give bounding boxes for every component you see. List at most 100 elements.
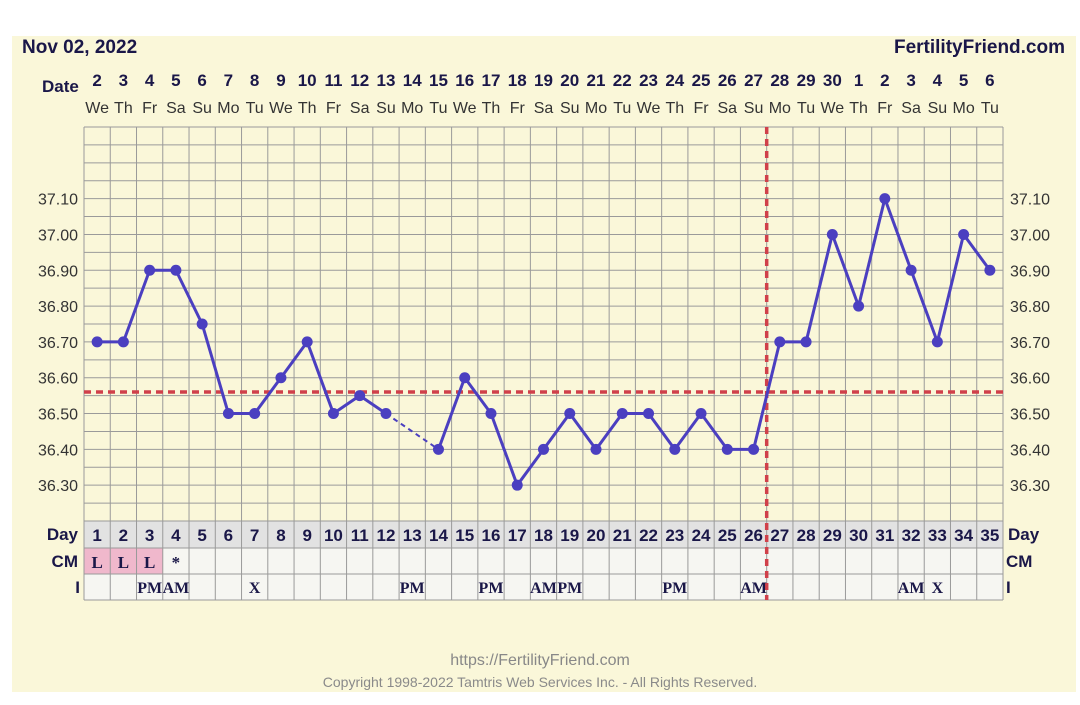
date-label: 25 <box>692 71 711 90</box>
date-row-label: Date <box>42 77 79 96</box>
cycle-day-label: 6 <box>224 526 233 545</box>
temperature-segment <box>830 233 860 307</box>
weekday-label: We <box>820 100 844 117</box>
date-label: 3 <box>906 71 915 90</box>
day-row-label: Day <box>47 525 79 544</box>
temperature-point <box>354 390 366 402</box>
temperature-segment <box>699 412 729 451</box>
cycle-day-label: 33 <box>928 526 947 545</box>
date-label: 10 <box>298 71 317 90</box>
weekday-label: Mo <box>401 100 423 117</box>
cycle-day-label: 16 <box>482 526 501 545</box>
temperature-point <box>91 336 103 348</box>
temperature-segment <box>804 234 834 343</box>
cycle-day-label: 15 <box>455 526 474 545</box>
cycle-day-label: 27 <box>770 526 789 545</box>
intercourse-value: PM <box>662 580 687 597</box>
temperature-segment <box>752 341 782 450</box>
weekday-label: Mo <box>217 100 239 117</box>
cycle-day-label: 24 <box>692 526 711 545</box>
temperature-point <box>748 443 760 455</box>
temperature-gap-segment <box>385 412 440 451</box>
temperature-point <box>380 408 392 420</box>
y-tick-label-left: 36.40 <box>38 442 78 459</box>
date-label: 13 <box>376 71 395 90</box>
cycle-day-label: 1 <box>92 526 101 545</box>
weekday-label: Su <box>744 100 764 117</box>
date-label: 16 <box>455 71 474 90</box>
date-label: 23 <box>639 71 658 90</box>
weekday-label: Th <box>298 100 317 117</box>
weekday-label: Sa <box>718 100 738 117</box>
temperature-point <box>905 264 917 276</box>
date-label: 12 <box>350 71 369 90</box>
weekday-label: Su <box>192 100 212 117</box>
temperature-segment <box>909 269 939 343</box>
footer-url-link[interactable]: https://FertilityFriend.com <box>450 652 630 669</box>
weekday-label: Tu <box>613 100 631 117</box>
weekday-label: Sa <box>901 100 921 117</box>
y-tick-label-right: 36.70 <box>1010 335 1050 352</box>
cycle-day-label: 12 <box>376 526 395 545</box>
weekday-label: Fr <box>510 100 526 117</box>
weekday-label: Fr <box>877 100 893 117</box>
cycle-day-label: 18 <box>534 526 553 545</box>
day-row-bg <box>84 521 1003 548</box>
date-label: 4 <box>145 71 155 90</box>
temperature-segment <box>200 323 230 414</box>
temperature-point <box>958 228 970 240</box>
y-tick-label-right: 37.10 <box>1010 192 1050 209</box>
temperature-segment <box>935 234 966 343</box>
cm-row-label-right: CM <box>1006 552 1032 571</box>
temperature-segment <box>883 198 913 271</box>
intercourse-value: X <box>932 580 944 597</box>
temperature-segment <box>279 341 309 379</box>
cycle-day-label: 35 <box>980 526 999 545</box>
weekday-label: Sa <box>350 100 370 117</box>
temperature-segment <box>857 198 887 307</box>
date-label: 1 <box>854 71 863 90</box>
date-label: 30 <box>823 71 842 90</box>
temperature-point <box>327 408 339 420</box>
temperature-point <box>774 336 786 348</box>
cycle-day-label: 34 <box>954 526 973 545</box>
footer-copyright: Copyright 1998-2022 Tamtris Web Services… <box>322 674 758 690</box>
cycle-day-label: 7 <box>250 526 259 545</box>
date-label: 2 <box>880 71 889 90</box>
cycle-day-label: 28 <box>797 526 816 545</box>
temperature-segment <box>174 269 204 325</box>
weekday-label: Su <box>376 100 396 117</box>
temperature-segment <box>594 412 624 451</box>
weekday-label: Mo <box>952 100 974 117</box>
weekday-label: We <box>453 100 477 117</box>
weekday-label: Su <box>928 100 948 117</box>
y-tick-label-left: 36.80 <box>38 299 78 316</box>
cm-highlight-cell <box>136 548 163 574</box>
cm-value: L <box>118 553 129 572</box>
weekday-label: Fr <box>693 100 709 117</box>
y-tick-label-right: 36.40 <box>1010 442 1050 459</box>
temperature-point <box>984 264 996 276</box>
cm-highlight-cell <box>110 548 137 574</box>
date-label: 17 <box>482 71 501 90</box>
temperature-segment <box>516 448 545 487</box>
y-tick-label-right: 36.90 <box>1010 263 1050 280</box>
date-label: 18 <box>508 71 527 90</box>
weekday-label: Mo <box>585 100 607 117</box>
temperature-segment <box>962 233 992 272</box>
y-tick-label-right: 36.50 <box>1010 407 1050 424</box>
temperature-point <box>669 443 681 455</box>
date-label: 3 <box>119 71 128 90</box>
temperature-point <box>432 443 444 455</box>
cycle-day-label: 17 <box>508 526 527 545</box>
cycle-day-label: 3 <box>145 526 154 545</box>
intercourse-value: AM <box>163 580 190 597</box>
temperature-segment <box>121 269 152 343</box>
y-tick-label-right: 37.00 <box>1010 227 1050 244</box>
intercourse-value: PM <box>400 580 425 597</box>
weekday-label: Fr <box>142 100 158 117</box>
temperature-point <box>538 443 549 455</box>
site-name[interactable]: FertilityFriend.com <box>893 37 1065 58</box>
temperature-point <box>721 443 733 455</box>
cycle-day-label: 32 <box>902 526 921 545</box>
